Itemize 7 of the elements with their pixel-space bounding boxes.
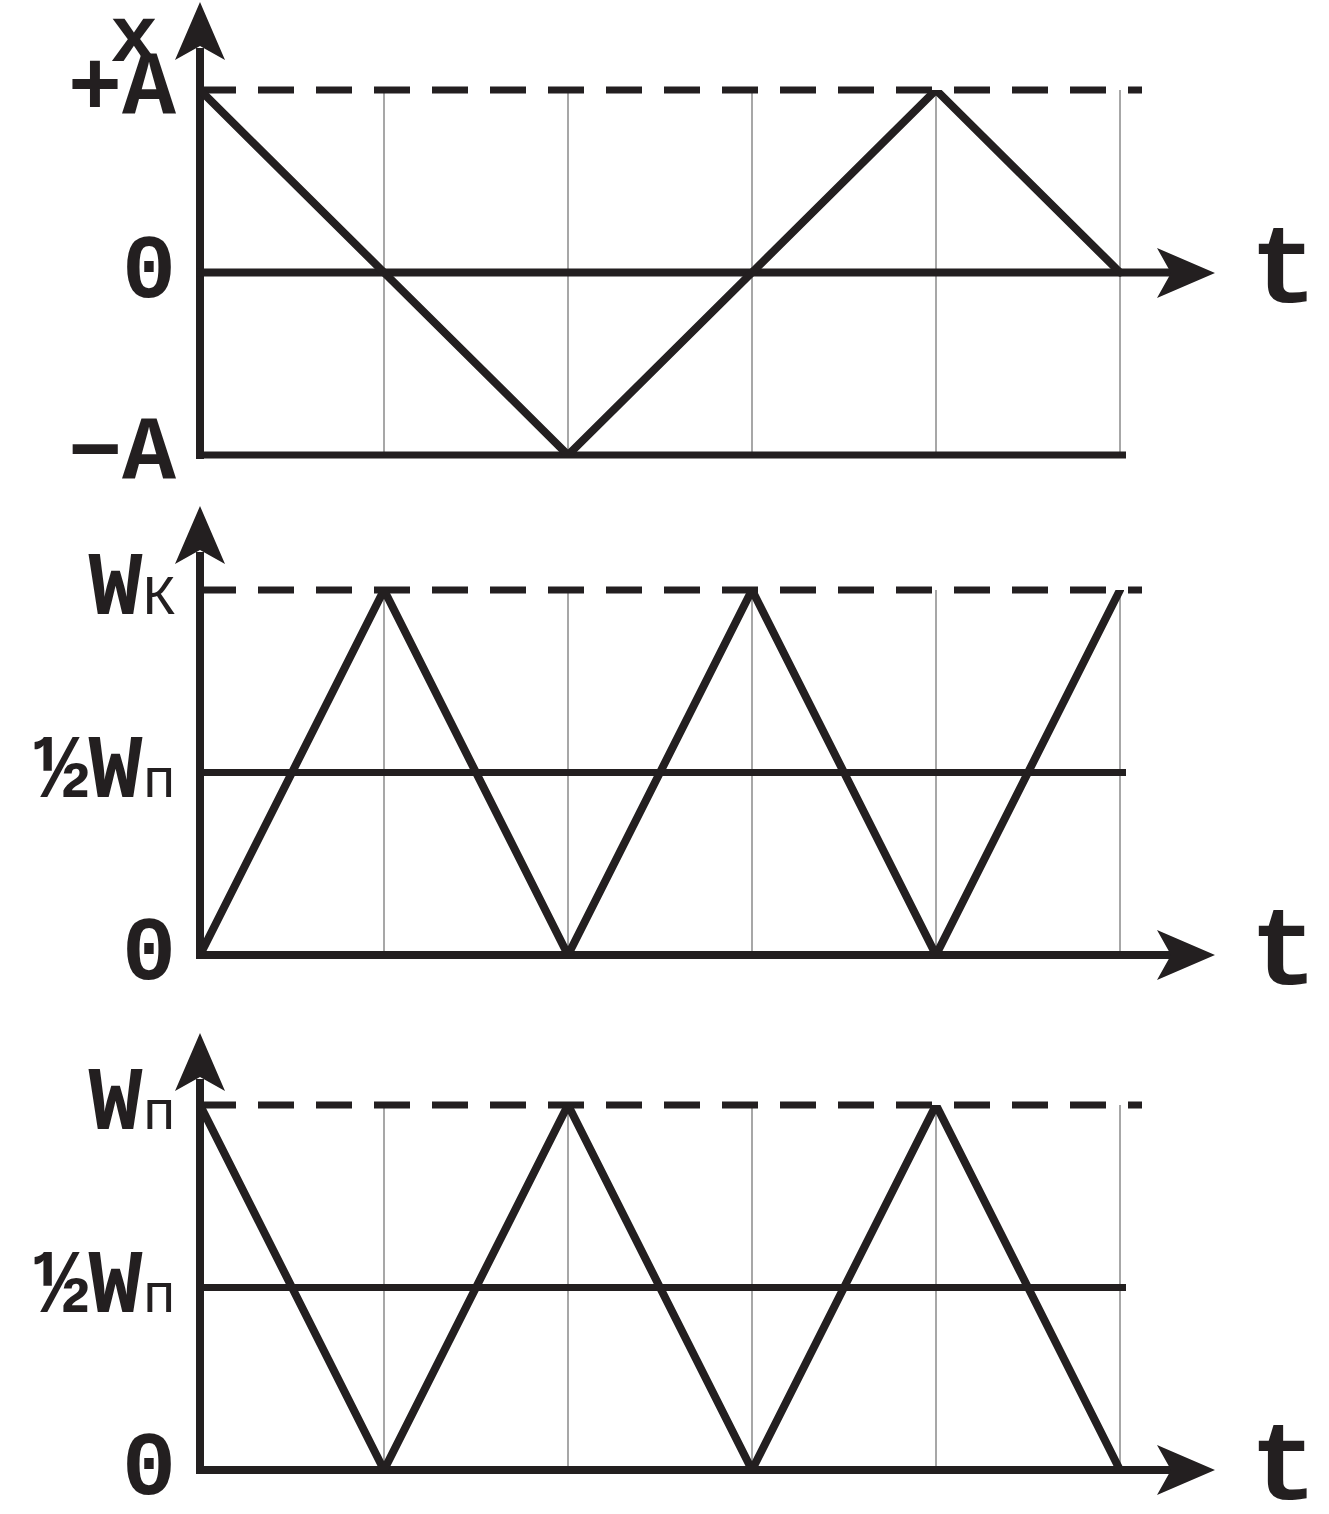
ref-line-label: 0 [121,221,176,324]
ref-line-label: −A [67,404,176,506]
x-axis-title: t [1250,1406,1318,1514]
ref-line-label: 0 [121,1419,176,1514]
ref-line-label: 0 [121,904,176,1006]
x-axis-title: t [1250,208,1318,336]
x-axis-title: t [1250,891,1318,1018]
